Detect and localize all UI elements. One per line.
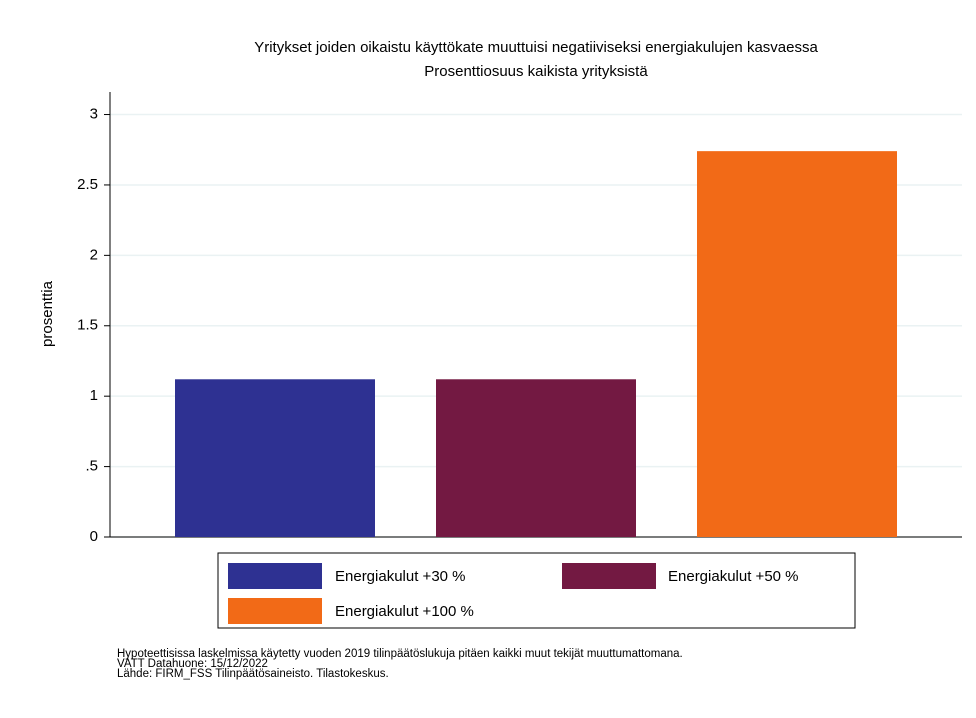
y-tick-label: 2.5: [77, 176, 98, 193]
legend-swatch: [228, 563, 322, 589]
legend-swatch: [228, 598, 322, 624]
bar: [697, 151, 897, 537]
note: Hypoteettisissa laskelmissa käytetty vuo…: [117, 648, 683, 660]
y-tick-label: 3: [90, 106, 98, 123]
y-axis-label: prosenttia: [39, 280, 56, 347]
legend-label: Energiakulut +100 %: [335, 603, 474, 620]
legend-box: [217, 552, 856, 629]
note: VATT Datahuone: 15/12/2022: [117, 658, 268, 670]
bar: [175, 379, 375, 537]
y-tick-label: 0: [90, 528, 98, 545]
bar: [436, 379, 636, 537]
y-tick-label: .5: [85, 458, 98, 475]
chart-title: Yritykset joiden oikaistu käyttökate muu…: [254, 39, 818, 56]
note: Lähde: FIRM_FSS Tilinpäätösaineisto. Til…: [117, 668, 389, 680]
y-tick-label: 1: [90, 387, 98, 404]
y-tick-label: 2: [90, 246, 98, 263]
legend-swatch: [562, 563, 656, 589]
legend-label: Energiakulut +50 %: [668, 568, 799, 585]
legend-label: Energiakulut +30 %: [335, 568, 466, 585]
y-tick-label: 1.5: [77, 317, 98, 334]
chart-subtitle: Prosenttiosuus kaikista yrityksistä: [424, 63, 648, 80]
